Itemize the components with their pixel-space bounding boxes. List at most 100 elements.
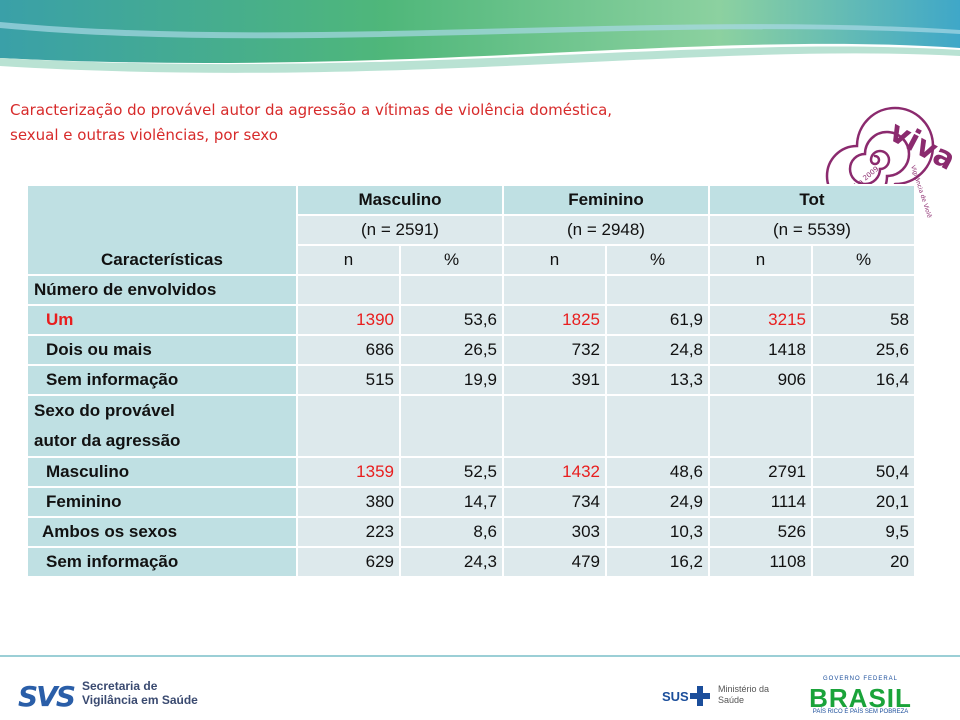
table-cell: 1114: [708, 486, 813, 518]
cross-icon: [690, 686, 710, 706]
table-cell: 1418: [708, 334, 813, 366]
table-cell: 9,5: [811, 516, 916, 548]
group-n-total: (n = 5539): [708, 214, 916, 246]
slide-subtitle: Caracterização do provável autor da agre…: [10, 98, 700, 148]
table-header-row-sub: n % n % n %: [27, 244, 916, 276]
table-cell: 1108: [708, 546, 813, 578]
governo-federal-text: GOVERNO FEDERAL: [822, 676, 898, 682]
row-header-caracteristicas: Características: [26, 184, 298, 276]
sub-header: %: [605, 244, 710, 276]
brasil-wordmark: BRASIL: [809, 683, 912, 713]
row-label: Ambos os sexos: [26, 516, 298, 548]
sub-header: n: [502, 244, 607, 276]
sub-header: n: [296, 244, 401, 276]
ministerio-saude-label: Ministério da Saúde: [718, 684, 769, 706]
table-cell: 526: [708, 516, 813, 548]
group-header-feminino: Feminino: [502, 184, 710, 216]
viva-wordmark: viva: [883, 114, 955, 178]
table-cell: 24,8: [605, 334, 710, 366]
table-header-row-n: (n = 2591) (n = 2948) (n = 5539): [27, 214, 916, 246]
table-cell: 10,3: [605, 516, 710, 548]
table-cell: 906: [708, 364, 813, 396]
ministerio-line-2: Saúde: [718, 695, 745, 705]
table-cell: 732: [502, 334, 607, 366]
section-title-line-1: Sexo do provável: [34, 401, 175, 420]
sub-header: %: [811, 244, 916, 276]
sus-logo: SUS Ministério da Saúde: [662, 684, 792, 708]
table-row: Sem informação 629 24,3 479 16,2 1108 20: [26, 546, 916, 578]
governo-federal-logo: GOVERNO FEDERAL BRASIL PAÍS RICO É PAÍS …: [798, 676, 923, 716]
table-cell: 479: [502, 546, 607, 578]
table-cell: 48,6: [605, 456, 710, 488]
table-row: Masculino 1359 52,5 1432 48,6 2791 50,4: [26, 456, 916, 488]
ministerio-line-1: Ministério da: [718, 684, 770, 694]
table-cell: 2791: [708, 456, 813, 488]
table-cell: 25,6: [811, 334, 916, 366]
table-cell: 391: [502, 364, 607, 396]
svs-line-1: Secretaria de: [82, 679, 158, 693]
table-cell: 26,5: [399, 334, 504, 366]
table-cell: 3215: [708, 304, 813, 336]
section-title-numero-envolvidos: Número de envolvidos: [26, 274, 298, 306]
table-cell: 1825: [502, 304, 607, 336]
section-title-line-2: autor da agressão: [34, 431, 181, 450]
table-row: Sem informação 515 19,9 391 13,3 906 16,…: [26, 364, 916, 396]
table-cell: 13,3: [605, 364, 710, 396]
svs-text: Secretaria de Vigilância em Saúde: [82, 679, 198, 707]
header-wave-band: [0, 0, 960, 73]
group-header-masculino: Masculino: [296, 184, 504, 216]
table-cell: 50,4: [811, 456, 916, 488]
footer-divider: [0, 655, 960, 657]
row-label: Um: [26, 304, 298, 336]
svs-mark: SVS: [18, 680, 76, 713]
sus-label: SUS: [662, 689, 689, 704]
table-cell: 223: [296, 516, 401, 548]
section-title-sexo-autor: Sexo do provável autor da agressão: [26, 394, 298, 458]
table-cell: 686: [296, 334, 401, 366]
subtitle-line-1: Caracterização do provável autor da agre…: [10, 101, 613, 119]
table-header-row-groups: Características Masculino Feminino Tot: [26, 184, 916, 276]
table-cell: 19,9: [399, 364, 504, 396]
table-cell: 24,9: [605, 486, 710, 518]
group-n-masculino: (n = 2591): [296, 214, 504, 246]
table-cell: 24,3: [399, 546, 504, 578]
sub-header: n: [708, 244, 813, 276]
sub-header: %: [399, 244, 504, 276]
row-label: Masculino: [26, 456, 298, 488]
table-cell: 515: [296, 364, 401, 396]
table-cell: 380: [296, 486, 401, 518]
table-cell: 303: [502, 516, 607, 548]
table-cell: 58: [811, 304, 916, 336]
row-label: Sem informação: [26, 546, 298, 578]
table-cell: 20,1: [811, 486, 916, 518]
table-cell: 61,9: [605, 304, 710, 336]
table-cell: 20: [811, 546, 916, 578]
table-row: Dois ou mais 686 26,5 732 24,8 1418 25,6: [26, 334, 916, 366]
row-label: Feminino: [26, 486, 298, 518]
table-cell: 1432: [502, 456, 607, 488]
data-table: Características Masculino Feminino Tot (…: [26, 184, 916, 578]
section-row: Número de envolvidos: [26, 274, 916, 306]
table-cell: 629: [296, 546, 401, 578]
table-cell: 1390: [296, 304, 401, 336]
row-label: Sem informação: [26, 364, 298, 396]
table-cell: 1359: [296, 456, 401, 488]
table-cell: 14,7: [399, 486, 504, 518]
table-cell: 8,6: [399, 516, 504, 548]
table-cell: 16,4: [811, 364, 916, 396]
table-row: Feminino 380 14,7 734 24,9 1114 20,1: [26, 486, 916, 518]
table-cell: 52,5: [399, 456, 504, 488]
section-row: Sexo do provável autor da agressão: [26, 394, 916, 458]
table-cell: 734: [502, 486, 607, 518]
table-row: Um 1390 53,6 1825 61,9 3215 58: [26, 304, 916, 336]
table-row: Ambos os sexos 223 8,6 303 10,3 526 9,5: [26, 516, 916, 548]
group-n-feminino: (n = 2948): [502, 214, 710, 246]
viva-logo: viva 2006 a 2009 Vigilância de Violência…: [825, 106, 955, 218]
brasil-slogan: PAÍS RICO É PAÍS SEM POBREZA: [812, 709, 909, 715]
group-header-total: Tot: [708, 184, 916, 216]
subtitle-line-2: sexual e outras violências, por sexo: [10, 126, 278, 144]
table-cell: 16,2: [605, 546, 710, 578]
row-label: Dois ou mais: [26, 334, 298, 366]
svs-line-2: Vigilância em Saúde: [82, 693, 198, 707]
svs-logo: SVS Secretaria de Vigilância em Saúde: [18, 676, 218, 713]
